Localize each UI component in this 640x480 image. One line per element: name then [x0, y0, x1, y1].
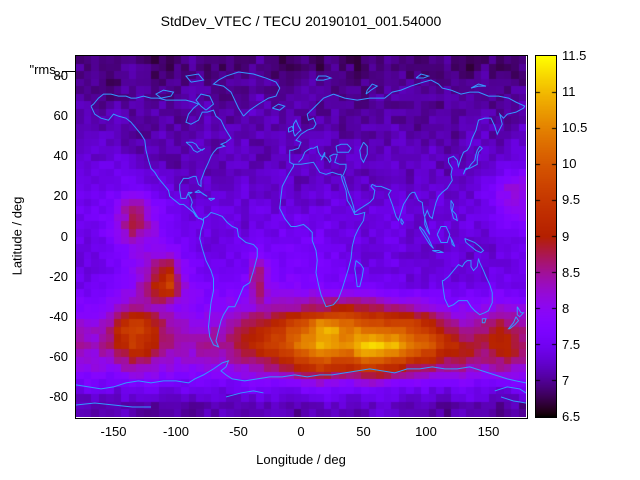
colorbar-tick-label: 8: [562, 300, 570, 316]
key-label: "rms_: [29, 62, 63, 77]
plot-title: StdDev_VTEC / TECU 20190101_001.54000: [160, 13, 442, 29]
x-tick-label: 100: [415, 424, 437, 439]
coastline-path: [226, 391, 264, 397]
coastline-path: [334, 80, 525, 234]
colorbar-tick-label: 10: [562, 156, 577, 172]
colorbar-tick-label: 7: [562, 372, 570, 388]
coastline-path: [366, 84, 377, 94]
y-tick-label: -40: [49, 308, 68, 324]
coastline-path: [200, 212, 258, 346]
y-tick-label: -20: [49, 268, 68, 284]
coastline-path: [289, 126, 294, 132]
colorbar-tick-label: 9.5: [562, 192, 581, 208]
coastline-path: [450, 237, 455, 247]
y-tick-label: 60: [53, 108, 68, 124]
colorbar-tick-label: 10.5: [562, 120, 588, 136]
y-tick-label: 20: [53, 188, 68, 204]
x-tick-label: -150: [100, 424, 127, 439]
coastline-path: [471, 84, 486, 88]
y-tick-label: 80: [53, 68, 68, 84]
y-tick-label: -80: [49, 388, 68, 404]
coastline-path: [214, 72, 280, 116]
y-tick-label: -60: [49, 348, 68, 364]
coastline-path: [186, 142, 205, 152]
coastline-path: [416, 74, 429, 78]
colorbar-tick-label: 7.5: [562, 336, 581, 352]
coastline-path: [464, 146, 483, 174]
coastline-path: [280, 162, 365, 306]
x-tick-label: 150: [477, 424, 500, 439]
coastline-path: [91, 94, 231, 220]
colorbar-tick-label: 8.5: [562, 264, 581, 280]
coastline-path: [482, 319, 486, 323]
colorbar-tick-label: 6.5: [562, 409, 581, 424]
world-coastline-overlay: [76, 56, 526, 417]
coastline-path: [495, 387, 526, 393]
x-tick-label: -100: [162, 424, 190, 439]
coastline-path: [209, 198, 215, 200]
coastline-path: [156, 90, 174, 98]
x-tick-label: 50: [356, 424, 371, 439]
colorbar-tick-label: 11.5: [562, 48, 587, 63]
x-axis-label: Longitude / deg: [256, 452, 346, 467]
coastline-path: [401, 218, 404, 224]
colorbar: [535, 55, 557, 418]
coastline-path: [442, 259, 492, 315]
coastline-path: [316, 76, 331, 80]
coastline-path: [437, 226, 450, 242]
coastline-path: [336, 144, 351, 152]
y-tick-label: 40: [53, 148, 68, 164]
coastline-path: [272, 104, 285, 110]
key-line-sample: [62, 71, 77, 72]
coastline-path: [355, 261, 364, 287]
coastline-path: [465, 239, 484, 253]
coastline-path: [420, 226, 434, 248]
coastline-path: [299, 146, 347, 176]
coastline-path: [432, 251, 443, 253]
y-tick-label: 0: [60, 228, 68, 244]
colorbar-tick-label: 11: [562, 84, 576, 100]
colorbar-gradient: [536, 56, 556, 417]
coastline-path: [294, 120, 302, 136]
x-tick-label: -50: [229, 424, 248, 439]
colorbar-tick-label: 9: [562, 228, 570, 244]
coastline-path: [290, 94, 334, 164]
coastline-path: [196, 94, 214, 110]
coastline-path: [501, 397, 526, 403]
plot-area: [76, 56, 526, 417]
coastline-path: [76, 403, 151, 407]
x-tick-label: 0: [297, 424, 305, 439]
coastline-path: [509, 317, 519, 329]
coastline-path: [76, 361, 526, 389]
coastline-path: [360, 142, 368, 162]
coastline-path: [195, 190, 208, 196]
vtec-stddev-heatmap: [76, 56, 526, 417]
coastline-path: [517, 307, 523, 317]
coastline-path: [186, 74, 204, 82]
coastline-path: [451, 200, 457, 220]
